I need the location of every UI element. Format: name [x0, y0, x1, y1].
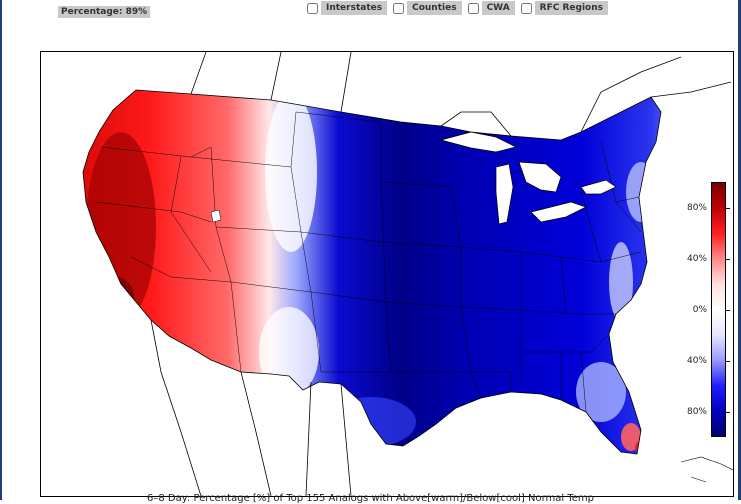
colorbar-label: 0% — [692, 305, 707, 315]
percentage-label: Percentage: 89% — [58, 6, 151, 18]
overlay-controls: Interstates Counties CWA RFC Regions — [307, 1, 608, 15]
counties-label: Counties — [407, 1, 462, 15]
cwa-checkbox[interactable] — [467, 2, 479, 14]
colorbar-tick — [726, 412, 730, 413]
rfc-regions-checkbox[interactable] — [520, 2, 532, 14]
temperature-map — [41, 52, 733, 496]
counties-checkbox[interactable] — [393, 2, 405, 14]
colorbar-label: 80% — [686, 203, 707, 213]
salt-lake — [210, 209, 222, 223]
colorbar-label: 40% — [686, 254, 707, 264]
state-borders — [95, 111, 642, 413]
counties-toggle[interactable]: Counties — [393, 1, 462, 15]
interstates-toggle[interactable]: Interstates — [307, 1, 388, 15]
colorbar-tick — [726, 361, 730, 362]
right-border — [738, 0, 741, 500]
rfc-regions-toggle[interactable]: RFC Regions — [520, 1, 608, 15]
cwa-label: CWA — [481, 1, 515, 15]
great-lakes — [439, 131, 617, 225]
interstates-checkbox[interactable] — [307, 2, 318, 14]
colorbar-tick — [726, 208, 730, 209]
colorbar-label: 40% — [686, 356, 707, 366]
colorbar-label: 80% — [686, 407, 707, 417]
interstates-label: Interstates — [321, 1, 388, 15]
caribbean-outline — [680, 456, 733, 483]
colorbar — [711, 182, 726, 437]
cwa-toggle[interactable]: CWA — [467, 1, 515, 15]
left-border — [0, 0, 2, 500]
map-panel[interactable] — [40, 51, 734, 497]
colorbar-tick — [726, 259, 730, 260]
rfc-regions-label: RFC Regions — [534, 1, 608, 15]
map-caption: 6–8 Day: Percentage [%] of Top 155 Analo… — [147, 493, 594, 504]
colorbar-tick — [726, 310, 730, 311]
